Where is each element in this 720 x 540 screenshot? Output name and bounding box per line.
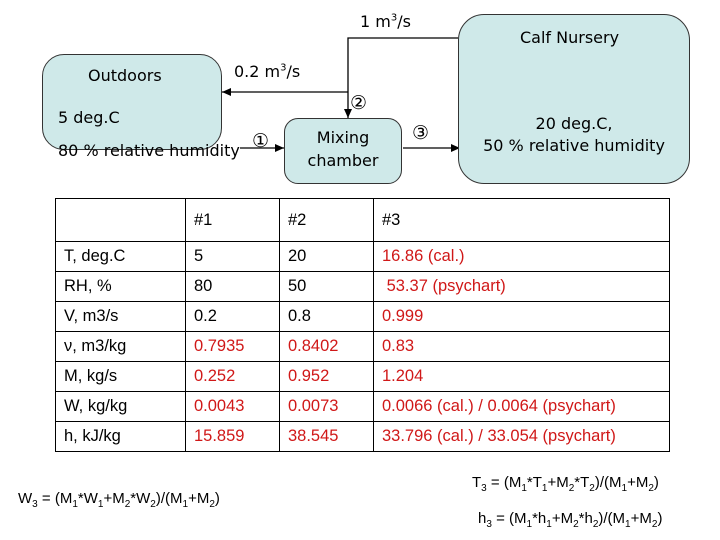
state-2-value: 38.545 — [279, 421, 374, 452]
state-point-3-marker: ③ — [412, 122, 430, 144]
outdoors-humidity: 80 % relative humidity — [58, 141, 240, 160]
row-label: W, kg/kg — [55, 391, 186, 422]
header-cell: #1 — [185, 198, 280, 242]
state-3-value: 0.83 — [373, 331, 670, 362]
outdoors-box — [42, 54, 222, 150]
state-2-value: 50 — [279, 271, 374, 302]
row-label: V, m3/s — [55, 301, 186, 332]
table-row: T, deg.C 5 20 16.86 (cal.) — [55, 241, 670, 272]
table-row: ν, m3/kg 0.7935 0.8402 0.83 — [55, 331, 670, 362]
table-row: h, kJ/kg 15.859 38.545 33.796 (cal.) / 3… — [55, 421, 670, 452]
state-1-value: 15.859 — [185, 421, 280, 452]
state-point-2-marker: ② — [350, 92, 368, 114]
state-3-value: 33.796 (cal.) / 33.054 (psychart) — [373, 421, 670, 452]
return-flow-label: 0.2 m3/s — [234, 62, 301, 81]
state-2-value: 20 — [279, 241, 374, 272]
state-3-value: 0.0066 (cal.) / 0.0064 (psychart) — [373, 391, 670, 422]
row-label: ν, m3/kg — [55, 331, 186, 362]
row-label: RH, % — [55, 271, 186, 302]
w3-formula: W3 = (M1*W1+M2*W2)/(M1+M2) — [18, 490, 220, 510]
outdoors-label: Outdoors — [88, 66, 162, 85]
h3-formula: h3 = (M1*h1+M2*h2)/(M1+M2) — [478, 510, 663, 530]
state-1-value: 0.2 — [185, 301, 280, 332]
table-row: V, m3/s 0.2 0.8 0.999 — [55, 301, 670, 332]
mixing-chamber-box — [284, 118, 402, 184]
state-2-value: 0.0073 — [279, 391, 374, 422]
row-label: M, kg/s — [55, 361, 186, 392]
mixing-chamber-label-2: chamber — [307, 151, 379, 170]
state-1-value: 5 — [185, 241, 280, 272]
header-cell: #2 — [279, 198, 374, 242]
mixing-chamber-label-1: Mixing — [316, 128, 370, 147]
state-2-value: 0.952 — [279, 361, 374, 392]
table-row: M, kg/s 0.252 0.952 1.204 — [55, 361, 670, 392]
state-3-value: 53.37 (psychart) — [373, 271, 670, 302]
state-properties-table: #1 #2 #3 T, deg.C 5 20 16.86 (cal.) RH, … — [55, 198, 670, 452]
table-header-row: #1 #2 #3 — [55, 198, 670, 242]
supply-flow-label: 1 m3/s — [360, 12, 411, 31]
state-3-value: 0.999 — [373, 301, 670, 332]
outdoors-temperature: 5 deg.C — [58, 108, 120, 127]
calf-nursery-box — [458, 14, 690, 184]
row-label: h, kJ/kg — [55, 421, 186, 452]
state-1-value: 80 — [185, 271, 280, 302]
t3-formula: T3 = (M1*T1+M2*T2)/(M1+M2) — [472, 474, 659, 494]
table-row: W, kg/kg 0.0043 0.0073 0.0066 (cal.) / 0… — [55, 391, 670, 422]
calf-nursery-condition-1: 20 deg.C, — [535, 114, 613, 133]
state-1-value: 0.7935 — [185, 331, 280, 362]
state-2-value: 0.8 — [279, 301, 374, 332]
state-1-value: 0.252 — [185, 361, 280, 392]
state-2-value: 0.8402 — [279, 331, 374, 362]
supply-arrow — [344, 37, 458, 118]
state-1-value: 0.0043 — [185, 391, 280, 422]
row-label: T, deg.C — [55, 241, 186, 272]
state-3-value: 16.86 (cal.) — [373, 241, 670, 272]
state-point-1-marker: ① — [252, 130, 270, 152]
header-cell: #3 — [373, 198, 670, 242]
calf-nursery-condition-2: 50 % relative humidity — [483, 136, 665, 155]
table-row: RH, % 80 50 53.37 (psychart) — [55, 271, 670, 302]
state-3-value: 1.204 — [373, 361, 670, 392]
header-cell — [55, 198, 186, 242]
calf-nursery-label: Calf Nursery — [520, 28, 620, 47]
